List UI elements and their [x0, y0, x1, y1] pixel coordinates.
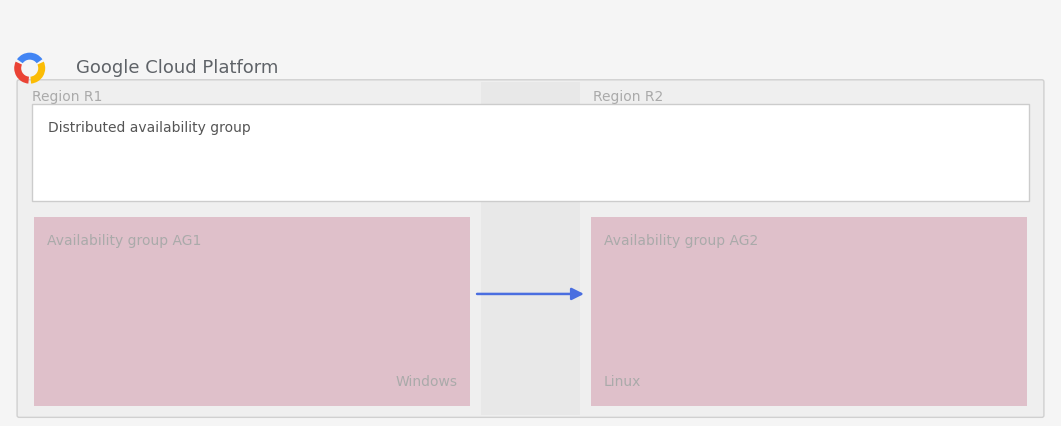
FancyBboxPatch shape [481, 82, 580, 415]
FancyBboxPatch shape [591, 217, 1027, 406]
Text: Region R1: Region R1 [32, 90, 102, 104]
Wedge shape [31, 62, 46, 83]
Text: Availability group AG1: Availability group AG1 [47, 234, 201, 248]
Text: Linux: Linux [604, 374, 641, 389]
FancyBboxPatch shape [17, 80, 1044, 417]
FancyBboxPatch shape [32, 104, 1029, 201]
Text: Google Cloud Platform: Google Cloud Platform [76, 59, 279, 77]
Text: Region R2: Region R2 [593, 90, 663, 104]
FancyBboxPatch shape [19, 82, 481, 415]
Wedge shape [14, 62, 29, 83]
Circle shape [23, 62, 36, 74]
Text: Distributed availability group: Distributed availability group [48, 121, 250, 135]
Text: Windows: Windows [396, 374, 457, 389]
FancyBboxPatch shape [34, 217, 470, 406]
Wedge shape [17, 53, 42, 63]
FancyBboxPatch shape [580, 82, 1042, 415]
Text: Availability group AG2: Availability group AG2 [604, 234, 758, 248]
